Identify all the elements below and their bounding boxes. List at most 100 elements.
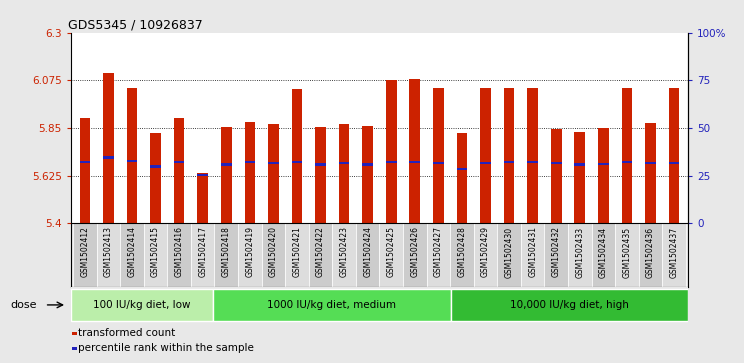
Bar — [103, 73, 114, 223]
Bar — [174, 118, 185, 223]
Bar — [545, 223, 568, 287]
Bar — [221, 127, 231, 223]
Text: GSM1502417: GSM1502417 — [198, 227, 207, 277]
Bar — [433, 88, 443, 223]
Bar — [315, 163, 326, 166]
Bar — [309, 223, 333, 287]
Text: GDS5345 / 10926837: GDS5345 / 10926837 — [68, 19, 202, 32]
Bar — [622, 88, 632, 223]
Text: GSM1502415: GSM1502415 — [151, 227, 160, 277]
Bar — [645, 123, 655, 223]
Bar — [521, 223, 545, 287]
Text: GSM1502420: GSM1502420 — [269, 227, 278, 277]
Text: GSM1502434: GSM1502434 — [599, 227, 608, 278]
Text: dose: dose — [10, 300, 37, 310]
Text: GSM1502432: GSM1502432 — [552, 227, 561, 277]
Text: GSM1502412: GSM1502412 — [80, 227, 89, 277]
Text: GSM1502419: GSM1502419 — [246, 227, 254, 277]
Bar — [362, 163, 373, 166]
Bar — [97, 223, 121, 287]
Text: GSM1502428: GSM1502428 — [458, 227, 466, 277]
Bar — [197, 174, 208, 176]
Bar — [339, 162, 350, 164]
Bar — [333, 223, 356, 287]
Text: GSM1502418: GSM1502418 — [222, 227, 231, 277]
Bar — [474, 223, 497, 287]
Bar — [339, 124, 350, 223]
Bar — [527, 88, 538, 223]
Bar — [356, 223, 379, 287]
Bar — [504, 161, 514, 163]
Text: 100 IU/kg diet, low: 100 IU/kg diet, low — [93, 300, 190, 310]
Bar — [450, 223, 474, 287]
Bar — [409, 161, 420, 163]
Text: GSM1502426: GSM1502426 — [410, 227, 420, 277]
Bar — [379, 223, 403, 287]
Bar — [126, 88, 137, 223]
Bar — [426, 223, 450, 287]
Bar — [191, 223, 214, 287]
Bar — [245, 161, 255, 163]
Bar — [268, 124, 279, 223]
Bar — [615, 223, 638, 287]
Bar — [551, 162, 562, 164]
Text: GSM1502433: GSM1502433 — [575, 227, 584, 278]
Bar — [386, 80, 397, 223]
Bar — [497, 223, 521, 287]
Bar — [457, 168, 467, 170]
Bar — [669, 88, 679, 223]
Text: GSM1502429: GSM1502429 — [481, 227, 490, 277]
Bar — [214, 223, 238, 287]
Bar — [150, 165, 161, 168]
Bar — [433, 162, 443, 164]
Bar — [245, 122, 255, 223]
Bar — [197, 174, 208, 223]
Bar — [285, 223, 309, 287]
Bar — [144, 223, 167, 287]
Bar — [73, 223, 97, 287]
Bar — [598, 128, 609, 223]
Bar — [669, 162, 679, 164]
Bar — [362, 126, 373, 223]
Bar — [238, 223, 262, 287]
Text: GSM1502435: GSM1502435 — [623, 227, 632, 278]
Bar — [574, 132, 585, 223]
Text: 1000 IU/kg diet, medium: 1000 IU/kg diet, medium — [267, 300, 397, 310]
Bar — [622, 161, 632, 163]
Text: GSM1502423: GSM1502423 — [339, 227, 349, 277]
Text: GSM1502413: GSM1502413 — [104, 227, 113, 277]
Bar — [457, 133, 467, 223]
Bar — [568, 223, 591, 287]
Bar — [638, 223, 662, 287]
Text: GSM1502431: GSM1502431 — [528, 227, 537, 277]
Text: GSM1502421: GSM1502421 — [292, 227, 301, 277]
Bar — [527, 161, 538, 163]
Bar — [315, 127, 326, 223]
Text: GSM1502425: GSM1502425 — [387, 227, 396, 277]
Bar — [214, 289, 451, 321]
Text: 10,000 IU/kg diet, high: 10,000 IU/kg diet, high — [510, 300, 629, 310]
Bar — [174, 161, 185, 163]
Bar — [504, 88, 514, 223]
Bar — [574, 163, 585, 166]
Bar — [480, 88, 491, 223]
Bar — [80, 161, 90, 163]
Text: GSM1502427: GSM1502427 — [434, 227, 443, 277]
Bar — [292, 89, 302, 223]
Text: GSM1502422: GSM1502422 — [316, 227, 325, 277]
Bar — [480, 162, 491, 164]
Text: percentile rank within the sample: percentile rank within the sample — [78, 343, 254, 354]
Bar — [262, 223, 285, 287]
Bar — [645, 162, 655, 164]
Bar — [167, 223, 191, 287]
Text: GSM1502436: GSM1502436 — [646, 227, 655, 278]
Bar — [150, 133, 161, 223]
Bar — [662, 223, 686, 287]
Bar — [403, 223, 426, 287]
Bar — [551, 129, 562, 223]
Bar — [121, 223, 144, 287]
Bar — [268, 162, 279, 164]
Text: GSM1502437: GSM1502437 — [670, 227, 679, 278]
Text: GSM1502430: GSM1502430 — [504, 227, 513, 278]
Bar — [71, 289, 214, 321]
